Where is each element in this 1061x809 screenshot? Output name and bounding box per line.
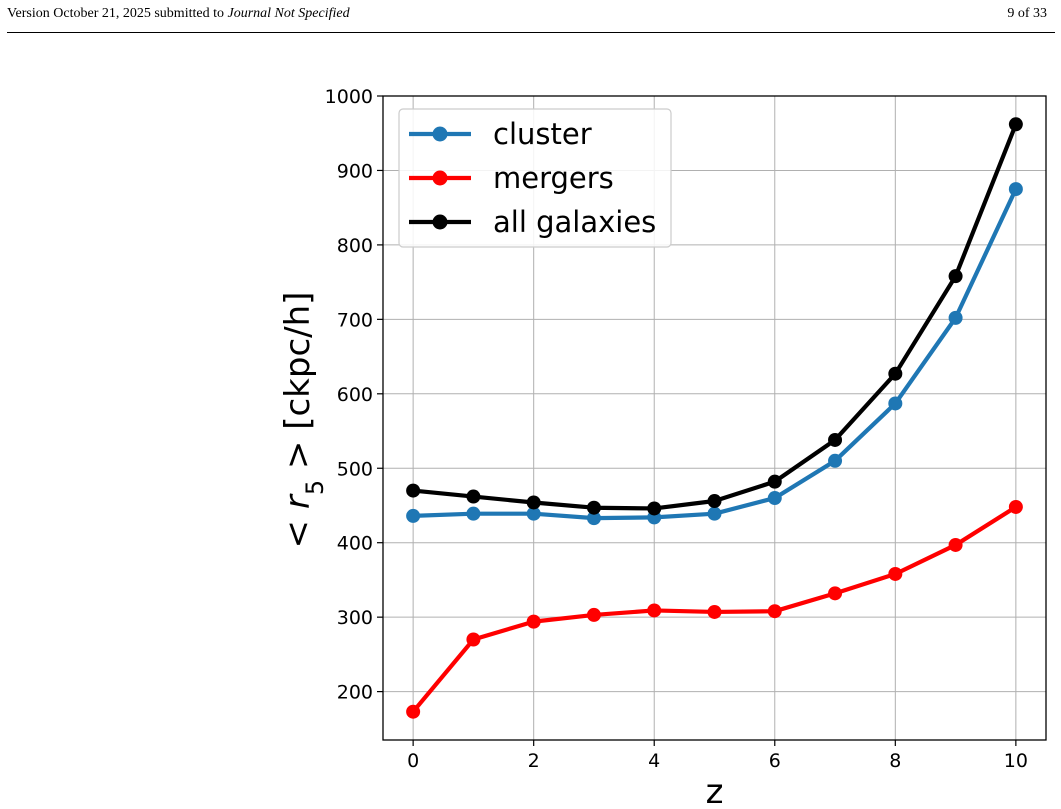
series-all-galaxies xyxy=(406,117,1023,516)
data-point xyxy=(828,586,843,601)
data-point xyxy=(526,495,541,510)
page-number: 9 of 33 xyxy=(1007,6,1047,21)
x-tick-label: 0 xyxy=(407,750,419,772)
series-layer xyxy=(406,117,1023,719)
legend-entry: mergers xyxy=(409,161,614,195)
header-rule xyxy=(7,32,1055,33)
legend-label: all galaxies xyxy=(493,205,656,239)
y-tick-label: 500 xyxy=(337,458,373,480)
series-mergers xyxy=(406,499,1023,719)
data-point xyxy=(586,607,601,622)
legend-label: cluster xyxy=(493,117,592,151)
y-tick-label: 400 xyxy=(337,533,373,555)
legend-box xyxy=(398,108,672,248)
data-point xyxy=(707,494,722,509)
data-point xyxy=(828,432,843,447)
data-point xyxy=(1008,182,1023,197)
data-point xyxy=(767,604,782,619)
data-point xyxy=(466,632,481,647)
y-tick-label: 700 xyxy=(337,309,373,331)
page-header: Version October 21, 2025 submitted to Jo… xyxy=(7,6,1057,28)
plot-frame xyxy=(382,95,1047,741)
data-point xyxy=(1008,499,1023,514)
data-point xyxy=(707,506,722,521)
legend-entry: all galaxies xyxy=(409,205,656,239)
data-point xyxy=(406,483,421,498)
x-tick-label: 2 xyxy=(528,750,540,772)
legend-entry: cluster xyxy=(409,117,592,151)
data-point xyxy=(526,614,541,629)
data-point xyxy=(526,506,541,521)
y-axis-label-suffix: > [ckpc/h] xyxy=(278,292,318,480)
data-point xyxy=(406,704,421,719)
version-text: Version October 21, 2025 submitted to xyxy=(7,6,224,21)
data-point xyxy=(647,603,662,618)
y-tick-label: 800 xyxy=(337,235,373,257)
y-axis-label-r: r xyxy=(278,493,318,509)
y-tick-label: 300 xyxy=(337,607,373,629)
legend: cluster mergers all galaxies xyxy=(398,108,672,248)
y-tick-label: 900 xyxy=(337,160,373,182)
x-tick-label: 8 xyxy=(889,750,901,772)
data-point xyxy=(586,511,601,526)
data-point xyxy=(406,508,421,523)
y-axis-label-subscript: 5 xyxy=(301,480,329,495)
data-point xyxy=(466,489,481,504)
legend-marker xyxy=(432,170,448,186)
x-tick-label: 10 xyxy=(1004,750,1028,772)
y-axis-label-prefix: < xyxy=(278,509,318,548)
data-point xyxy=(767,474,782,489)
x-tick-label: 6 xyxy=(769,750,781,772)
x-tick-label: 4 xyxy=(648,750,660,772)
ticks: 0 2 4 6 8 10 200 300 400 500 600 700 800 900 1000 xyxy=(325,86,1028,772)
y-tick-label: 1000 xyxy=(325,86,373,108)
version-line: Version October 21, 2025 submitted to Jo… xyxy=(7,6,350,22)
data-point xyxy=(888,566,903,581)
x-axis-label: z xyxy=(706,772,724,809)
data-point xyxy=(948,537,963,552)
data-point xyxy=(767,491,782,506)
y-tick-label: 600 xyxy=(337,384,373,406)
legend-marker xyxy=(432,214,448,230)
y-axis-label: < r5 > [ckpc/h] xyxy=(278,292,329,549)
journal-name: Journal Not Specified xyxy=(227,6,350,21)
data-point xyxy=(888,396,903,411)
data-point xyxy=(647,501,662,516)
data-point xyxy=(828,453,843,468)
data-point xyxy=(1008,117,1023,132)
data-point xyxy=(948,269,963,284)
y-tick-label: 200 xyxy=(337,682,373,704)
legend-marker xyxy=(432,126,448,142)
data-point xyxy=(888,366,903,381)
data-point xyxy=(948,310,963,325)
data-point xyxy=(707,604,722,619)
data-point xyxy=(586,500,601,515)
data-point xyxy=(466,506,481,521)
legend-label: mergers xyxy=(493,161,614,195)
